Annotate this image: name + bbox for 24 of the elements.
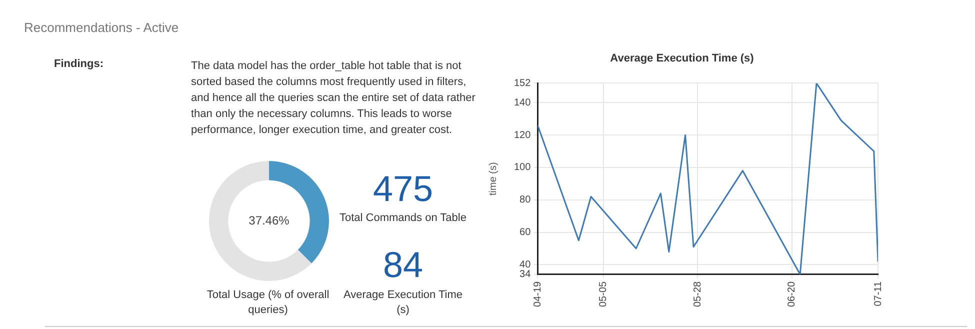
text: 475 bbox=[372, 168, 434, 210]
y-axis-title: time (s) bbox=[488, 162, 499, 196]
y-tick-label: 152 bbox=[514, 78, 532, 89]
y-tick-label: 120 bbox=[514, 130, 532, 141]
text: Total Usage (% of overall queries) bbox=[206, 288, 330, 318]
chart-title: Average Execution Time (s) bbox=[610, 52, 754, 65]
y-tick-label: 40 bbox=[520, 259, 532, 270]
data-label: 37.46% bbox=[248, 213, 290, 228]
x-tick-label: 05-05 bbox=[598, 280, 610, 307]
y-tick-label: 80 bbox=[520, 194, 532, 206]
text: Average Execution Time (s) bbox=[342, 288, 464, 318]
x-tick-label: 07-11 bbox=[872, 280, 884, 306]
x-tick-label: 04-19 bbox=[532, 280, 544, 307]
text: 84 bbox=[382, 244, 424, 286]
y-tick-label: 34 bbox=[520, 269, 532, 280]
x-tick-label: 05-28 bbox=[692, 280, 704, 307]
y-tick-label: 140 bbox=[514, 97, 532, 108]
text: Findings: bbox=[54, 58, 104, 70]
y-tick-label: 100 bbox=[514, 162, 532, 174]
y-tick-label: 60 bbox=[520, 227, 532, 238]
x-tick-label: 06-20 bbox=[786, 280, 798, 307]
text: Recommendations - Active bbox=[24, 20, 179, 35]
text: Total Commands on Table bbox=[338, 212, 468, 224]
text: The data model has the order_table hot table that is not sorted based the columns most frequently used in filters, and hence all the queries scan the entire set of data rather than only the necessary columns. This leads to worse performance, longer execution time, and greater cost. bbox=[191, 59, 476, 138]
